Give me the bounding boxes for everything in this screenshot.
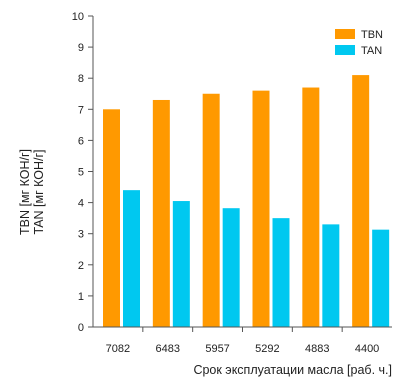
y-tick-label: 1 xyxy=(78,291,84,303)
bar-tbn-5957 xyxy=(202,93,220,327)
y-tick-label: 8 xyxy=(78,73,84,85)
bar-tan-6483 xyxy=(172,201,190,327)
legend-label-tan: TAN xyxy=(361,45,382,57)
x-ticks-group: 7082 6483 5957 5292 4883 4400 xyxy=(106,327,379,355)
bar-tbn-5292 xyxy=(252,90,270,327)
x-tick-label: 5292 xyxy=(255,343,279,355)
bar-tbn-7082 xyxy=(103,109,120,327)
y-tick-label: 0 xyxy=(78,322,84,334)
bar-tbn-4883 xyxy=(302,87,320,327)
x-tick-label: 5957 xyxy=(205,343,229,355)
x-tick-label: 7082 xyxy=(106,343,130,355)
bar-tan-5957 xyxy=(222,208,240,327)
bar-tan-5292 xyxy=(272,218,290,327)
bars-group xyxy=(103,75,390,327)
bar-tbn-4400 xyxy=(352,75,370,327)
plot-background xyxy=(93,16,392,327)
y-tick-label: 9 xyxy=(78,42,84,54)
x-tick-label: 4400 xyxy=(355,343,379,355)
legend-swatch-tbn xyxy=(335,29,355,39)
x-tick-label: 6483 xyxy=(156,343,180,355)
y-ticks-group: 0 1 2 3 4 5 6 7 8 9 10 xyxy=(72,11,93,334)
y-tick-label: 10 xyxy=(72,11,84,23)
bar-tan-4400 xyxy=(372,229,390,327)
legend-label-tbn: TBN xyxy=(361,29,383,41)
y-axis-title-line-2: TAN [мг КОН/г] xyxy=(32,149,46,234)
bar-tan-4883 xyxy=(322,224,340,327)
x-tick-label: 4883 xyxy=(305,343,329,355)
y-tick-label: 3 xyxy=(78,229,84,241)
legend-swatch-tan xyxy=(335,45,355,55)
y-axis-title-line-1: TBN [мг КОН/г] xyxy=(18,149,32,235)
y-tick-label: 4 xyxy=(78,198,84,210)
legend: TBN TAN xyxy=(330,25,390,62)
y-tick-label: 5 xyxy=(78,167,84,179)
y-axis-title-group: TBN [мг КОН/г] TAN [мг КОН/г] xyxy=(18,149,46,235)
bar-tbn-6483 xyxy=(152,99,170,327)
x-axis-title: Срок эксплуатации масла [раб. ч.] xyxy=(193,363,392,377)
y-tick-label: 2 xyxy=(78,260,84,272)
y-tick-label: 7 xyxy=(78,104,84,116)
y-tick-label: 6 xyxy=(78,135,84,147)
bar-tan-7082 xyxy=(123,190,140,327)
